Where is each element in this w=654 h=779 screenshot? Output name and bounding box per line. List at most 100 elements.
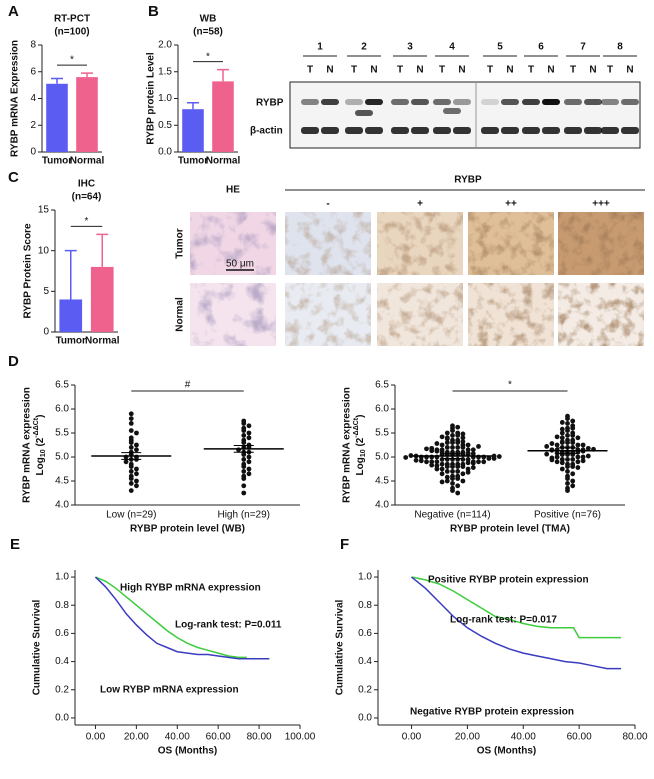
point <box>246 423 252 429</box>
lane-type: T <box>570 65 576 76</box>
significance: # <box>185 380 191 391</box>
lane-number: 2 <box>361 42 367 53</box>
point <box>424 459 429 465</box>
ihc-texture <box>190 283 276 346</box>
y-tick-label: 0.0 <box>55 713 69 724</box>
formula-part: -ΔΔCt <box>353 417 360 437</box>
bar <box>90 266 114 332</box>
significance: * <box>85 216 89 227</box>
point <box>570 440 576 445</box>
point <box>434 441 440 446</box>
point <box>128 421 134 426</box>
y-axis-title: RYBP Protein Score <box>23 223 34 318</box>
point <box>565 481 570 486</box>
point <box>241 421 247 426</box>
point <box>554 454 560 460</box>
point <box>460 431 466 437</box>
point <box>460 445 466 450</box>
x-axis-title: OS (Months) <box>158 746 217 757</box>
lane-type: N <box>626 65 633 76</box>
x-tick-label: Positive (n=76) <box>534 510 601 521</box>
y-tick-label: 1.0 <box>55 572 69 583</box>
blot-band <box>411 127 429 134</box>
point <box>444 478 450 484</box>
lane-type: T <box>528 65 534 76</box>
blot-band <box>391 127 409 134</box>
point <box>565 421 570 426</box>
lane-number: 4 <box>449 42 455 53</box>
sem-bar <box>233 444 254 453</box>
point <box>450 488 455 493</box>
grade-label: - <box>326 199 329 210</box>
y-tick-label: 4.5 <box>55 476 69 487</box>
formula-part: Log <box>355 457 366 475</box>
x-tick-label: Tumor <box>56 336 86 347</box>
y-tick-label: 0.8 <box>358 600 372 611</box>
ihc-row-label: Tumor <box>175 228 186 258</box>
y-tick-label: 0 <box>30 147 36 158</box>
point <box>434 459 440 465</box>
point <box>444 457 450 462</box>
sem-bar <box>442 453 463 459</box>
point <box>429 462 435 468</box>
point <box>403 455 409 460</box>
lane-number: 1 <box>317 42 323 53</box>
bar <box>212 81 234 152</box>
y-tick-label: 0 <box>43 327 49 338</box>
point <box>439 442 445 448</box>
point <box>496 454 502 459</box>
blot-band <box>365 99 383 105</box>
lane-number: 6 <box>538 42 544 53</box>
point <box>570 452 576 457</box>
point <box>241 464 247 469</box>
lane-number: 7 <box>580 42 586 53</box>
point <box>544 451 550 457</box>
lane-type: N <box>547 65 554 76</box>
point <box>575 435 581 441</box>
blot-band <box>501 127 519 134</box>
y-tick-label: 5.0 <box>375 452 389 463</box>
chart-subtitle: (n=100) <box>54 27 89 38</box>
survival-curve <box>411 576 622 639</box>
blot-band <box>345 99 363 105</box>
blot-band <box>433 127 451 134</box>
sem-bar <box>557 447 578 455</box>
error-bar <box>187 102 199 110</box>
point <box>460 435 466 441</box>
lane-number: 5 <box>497 42 503 53</box>
point <box>554 450 560 456</box>
x-tick-label: 100.00 <box>285 732 316 743</box>
y-tick-label: 4 <box>30 93 36 104</box>
point <box>470 451 476 457</box>
lane-type: N <box>506 65 513 76</box>
x-tick-label: High (n=29) <box>217 510 270 521</box>
point <box>128 469 134 474</box>
point <box>439 471 445 477</box>
chart-title: WB <box>200 14 217 25</box>
error-bar <box>81 72 93 78</box>
blot-band <box>621 99 639 105</box>
ihc-texture <box>377 212 463 275</box>
point <box>128 476 134 481</box>
lane-type: T <box>351 65 357 76</box>
point <box>241 452 247 457</box>
point <box>565 433 570 438</box>
panel-label: E <box>10 536 20 553</box>
point <box>123 459 129 465</box>
point <box>424 446 429 452</box>
x-tick-label: 20.00 <box>124 732 149 743</box>
point <box>575 442 581 448</box>
chart-title: IHC <box>78 179 95 190</box>
x-tick-label: 20.00 <box>455 732 480 743</box>
blot-band <box>345 127 363 134</box>
point <box>554 442 560 448</box>
blot-row-label: β-actin <box>250 126 283 137</box>
ihc-texture <box>285 283 371 346</box>
y-tick-label: 5.0 <box>55 452 69 463</box>
y-tick-label: 6.5 <box>375 380 389 391</box>
x-tick-label: Normal <box>85 336 120 347</box>
point <box>575 454 581 460</box>
x-tick-label: 40.00 <box>165 732 190 743</box>
point <box>559 430 565 436</box>
